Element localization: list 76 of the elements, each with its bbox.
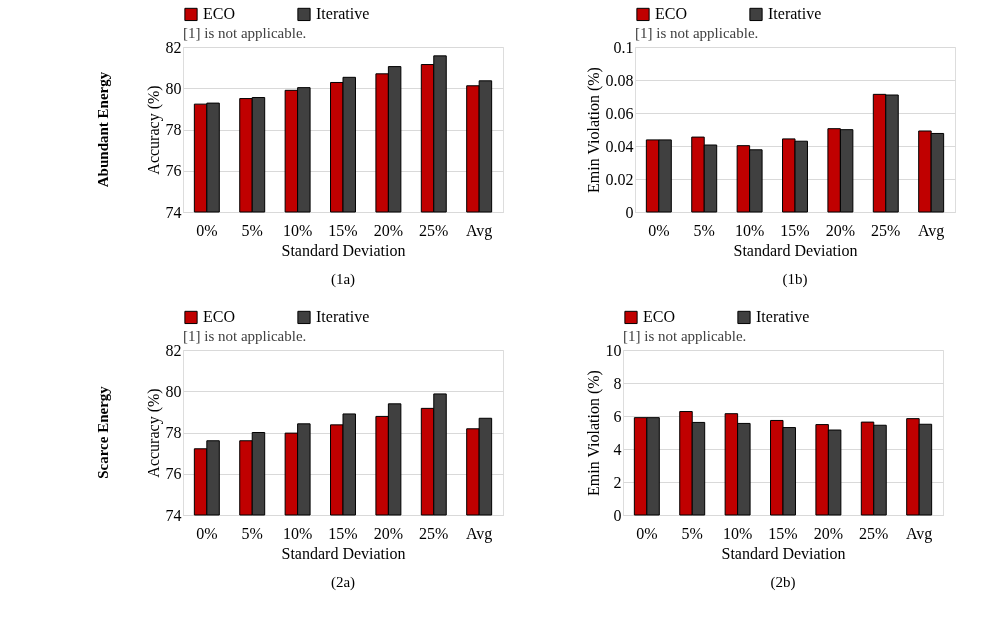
- x-tick-label: 20%: [825, 221, 856, 239]
- y-tick-label: 0.08: [605, 71, 634, 89]
- x-tick-label: 0%: [196, 221, 218, 239]
- y-tick-label: 82: [165, 341, 182, 359]
- y-tick-label: 78: [165, 121, 182, 138]
- x-tick-label: 10%: [282, 524, 313, 542]
- y-tick-label: 0: [625, 203, 634, 221]
- legend-label: Iterative: [316, 308, 370, 326]
- text: [1] is not applicable.: [623, 328, 747, 344]
- legend-label: ECO: [203, 5, 235, 23]
- x-tick-label: 20%: [373, 221, 404, 239]
- y-tick-label: 82: [165, 38, 182, 56]
- x-axis-title: Standard Deviation: [721, 544, 846, 562]
- y-tick-label: 8: [613, 374, 622, 392]
- text: (2a): [330, 574, 356, 591]
- y-tick-label: 4: [613, 440, 622, 458]
- x-tick-label: 0%: [196, 524, 218, 542]
- legend-label: ECO: [203, 308, 235, 326]
- x-tick-label: Avg: [465, 221, 493, 240]
- y-tick-label: 6: [613, 407, 622, 425]
- x-axis-title: Standard Deviation: [281, 544, 406, 562]
- y-tick-label: 0.1: [613, 38, 634, 56]
- x-tick-label: 15%: [780, 221, 810, 239]
- y-tick-label: 2: [613, 473, 622, 491]
- y-tick-label: 0: [613, 506, 622, 524]
- y-tick-label: 76: [165, 162, 182, 180]
- x-tick-label: Avg: [465, 524, 493, 543]
- y-tick-label: 0.02: [605, 170, 634, 188]
- text: (1b): [782, 271, 808, 288]
- y-tick-label: 74: [165, 203, 182, 221]
- y-tick-label: 76: [165, 465, 182, 483]
- legend-label: Iterative: [316, 5, 370, 23]
- legend-label: Iterative: [756, 308, 810, 326]
- x-tick-label: 10%: [722, 524, 753, 542]
- legend-label: ECO: [643, 308, 675, 326]
- y-axis-title: Accuracy (%): [144, 388, 163, 478]
- text: [1] is not applicable.: [635, 25, 759, 41]
- x-tick-label: 20%: [813, 524, 844, 542]
- y-tick-label: 74: [165, 506, 182, 524]
- x-axis-title: Standard Deviation: [281, 241, 406, 259]
- text: (1a): [330, 271, 356, 288]
- text: [1] is not applicable.: [183, 328, 307, 344]
- text: [1] is not applicable.: [183, 25, 307, 41]
- x-tick-label: Avg: [905, 524, 933, 543]
- x-tick-label: 15%: [768, 524, 798, 542]
- y-axis-title: Accuracy (%): [144, 85, 163, 175]
- legend-label: Iterative: [768, 5, 822, 23]
- x-tick-label: 5%: [241, 221, 263, 239]
- y-tick-label: 80: [165, 79, 182, 97]
- y-axis-title: Emin Violation (%): [584, 67, 603, 193]
- x-tick-label: 15%: [328, 524, 358, 542]
- x-tick-label: 25%: [859, 524, 889, 542]
- y-tick-label: 10: [605, 341, 622, 359]
- y-tick-label: 78: [165, 424, 182, 441]
- x-tick-label: 25%: [419, 221, 449, 239]
- y-tick-label: 0.04: [605, 137, 634, 155]
- x-axis-title: Standard Deviation: [733, 241, 858, 259]
- x-tick-label: 0%: [648, 221, 670, 239]
- x-tick-label: 20%: [373, 524, 404, 542]
- x-tick-label: 10%: [282, 221, 313, 239]
- x-tick-label: 25%: [419, 524, 449, 542]
- text: Abundant Energy: [95, 71, 111, 188]
- text: Scarce Energy: [95, 385, 111, 479]
- x-tick-label: 5%: [693, 221, 715, 239]
- x-tick-label: Avg: [917, 221, 945, 240]
- x-tick-label: 5%: [681, 524, 703, 542]
- y-axis-title: Emin Violation (%): [584, 370, 603, 496]
- text: (2b): [770, 574, 796, 591]
- x-tick-label: 5%: [241, 524, 263, 542]
- y-tick-label: 80: [165, 382, 182, 400]
- legend-label: ECO: [655, 5, 687, 23]
- x-tick-label: 15%: [328, 221, 358, 239]
- x-tick-label: 25%: [871, 221, 901, 239]
- x-tick-label: 0%: [636, 524, 658, 542]
- y-tick-label: 0.06: [605, 104, 634, 122]
- x-tick-label: 10%: [734, 221, 765, 239]
